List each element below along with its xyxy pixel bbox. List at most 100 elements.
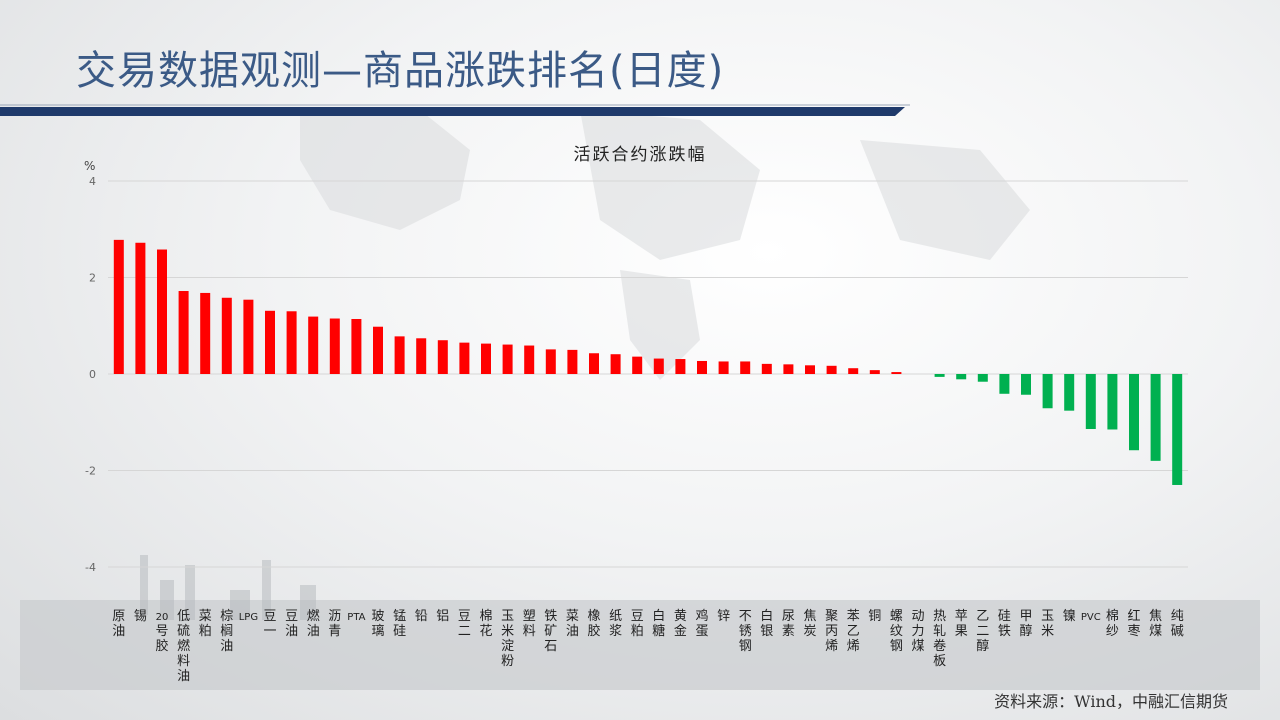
bar xyxy=(718,361,729,374)
bar xyxy=(1021,374,1031,395)
bar xyxy=(545,349,556,374)
y-axis-unit: % xyxy=(84,159,95,173)
x-tick-label: PVC xyxy=(1081,612,1101,623)
bar xyxy=(977,374,988,382)
bar xyxy=(1064,374,1075,411)
x-tick-label: 棕榈油 xyxy=(220,609,233,654)
x-tick-label: 棉花 xyxy=(479,609,492,639)
bar xyxy=(891,372,902,374)
bar xyxy=(934,374,945,377)
x-tick-label: 硅铁 xyxy=(998,609,1011,639)
x-tick-label: 豆一 xyxy=(263,609,276,639)
x-tick-label: 玻璃 xyxy=(371,609,384,639)
y-tick-label: -2 xyxy=(85,465,96,478)
bar xyxy=(329,318,340,374)
x-tick-label: PTA xyxy=(347,612,365,623)
bar xyxy=(697,360,707,374)
x-tick-label: 红枣 xyxy=(1127,608,1140,639)
bar xyxy=(243,299,254,374)
bar xyxy=(805,365,815,374)
x-tick-label: 菜油 xyxy=(566,609,579,639)
bar xyxy=(1150,374,1161,461)
bar xyxy=(740,361,751,374)
x-tick-label: 乙二醇 xyxy=(976,609,989,654)
page-title: 交易数据观测—商品涨跌排名(日度) xyxy=(76,48,725,94)
bar xyxy=(437,340,448,374)
x-tick-label: 铝 xyxy=(436,609,449,624)
bar xyxy=(200,292,211,374)
bar xyxy=(221,297,232,374)
bar xyxy=(1129,374,1139,451)
x-tick-label: 锡 xyxy=(134,609,147,624)
bar xyxy=(826,365,837,374)
x-tick-label: 白糖 xyxy=(652,608,665,639)
x-tick-label: 玉米淀粉 xyxy=(501,609,514,669)
x-tick-label: 纸浆 xyxy=(609,609,622,639)
bar xyxy=(1107,374,1118,430)
bar xyxy=(351,318,362,374)
x-tick-label: 螺纹钢 xyxy=(890,609,903,654)
bar xyxy=(265,310,275,374)
bar xyxy=(653,358,664,374)
x-tick-label: 焦炭 xyxy=(803,609,816,639)
x-tick-label: 铜 xyxy=(868,609,881,624)
x-tick-label: 豆粕 xyxy=(631,609,644,639)
bar xyxy=(524,345,535,374)
x-tick-label: 原油 xyxy=(112,609,125,639)
x-tick-label: 棉纱 xyxy=(1106,609,1119,639)
bar xyxy=(675,359,686,374)
x-tick-label: 铁矿石 xyxy=(544,609,557,654)
bar xyxy=(1042,374,1053,409)
bar xyxy=(610,354,621,374)
x-tick-label: 20 号胶 xyxy=(155,612,168,654)
x-tick-label: 鸡蛋 xyxy=(695,608,708,639)
bar xyxy=(783,364,794,374)
x-tick-label: 塑料 xyxy=(523,609,536,639)
x-tick-label: 苯乙烯 xyxy=(847,609,860,654)
bar xyxy=(308,316,319,374)
x-tick-label: 动力煤 xyxy=(911,609,924,654)
x-tick-label: 豆二 xyxy=(458,609,471,639)
bar xyxy=(394,336,405,374)
x-tick-label: 热轧卷板 xyxy=(933,609,946,669)
bar xyxy=(481,343,491,374)
bar xyxy=(848,368,859,374)
bar xyxy=(869,370,880,374)
bar xyxy=(157,249,167,374)
bar xyxy=(178,291,189,374)
x-tick-label: 尿素 xyxy=(782,609,795,639)
title-rule xyxy=(0,104,910,116)
x-tick-label: 不锈钢 xyxy=(739,609,752,654)
x-tick-label: 豆油 xyxy=(285,609,298,639)
x-tick-label: 甲醇 xyxy=(1019,609,1032,639)
y-tick-label: -4 xyxy=(85,561,96,574)
y-tick-label: 2 xyxy=(89,272,96,285)
x-tick-label: 橡胶 xyxy=(587,609,600,639)
bar xyxy=(1172,374,1183,485)
x-tick-label: 镍 xyxy=(1063,609,1076,624)
x-tick-label: 玉米 xyxy=(1041,609,1054,639)
x-tick-label: 铅 xyxy=(415,609,428,624)
bar xyxy=(589,353,599,374)
x-tick-label: 聚丙烯 xyxy=(825,609,838,654)
x-tick-label: 焦煤 xyxy=(1149,609,1162,639)
bar xyxy=(999,374,1010,394)
bar xyxy=(416,338,427,374)
bar xyxy=(761,363,772,374)
x-tick-label: 黄金 xyxy=(674,609,687,639)
x-tick-label: 锌 xyxy=(717,609,730,624)
bar xyxy=(632,356,643,374)
y-tick-label: 0 xyxy=(89,368,96,381)
x-tick-label: 苹果 xyxy=(955,609,968,639)
bar xyxy=(956,374,967,380)
y-tick-label: 4 xyxy=(89,175,96,188)
x-tick-label: 纯碱 xyxy=(1171,609,1184,639)
bar xyxy=(459,342,470,374)
bar xyxy=(502,344,513,374)
bar xyxy=(373,326,383,374)
x-tick-label: 低硫燃料油 xyxy=(177,609,190,684)
bar xyxy=(1085,374,1096,430)
x-tick-label: 沥青 xyxy=(328,609,341,639)
bar xyxy=(135,242,146,374)
